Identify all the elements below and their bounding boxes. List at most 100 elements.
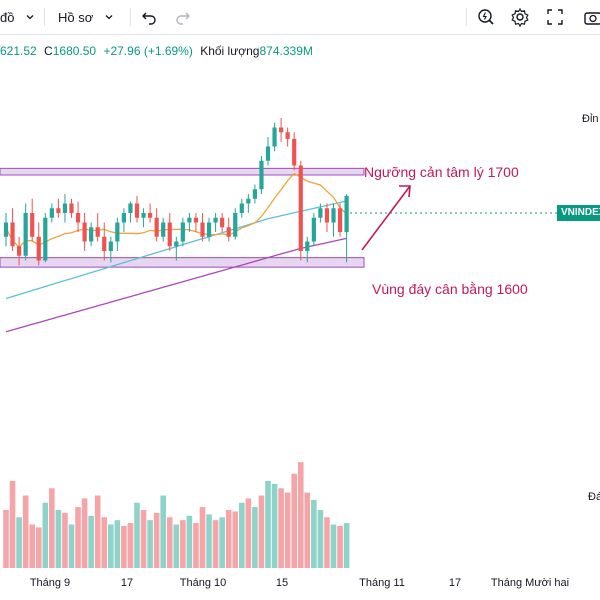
volume-bar — [134, 502, 140, 568]
candle-body — [220, 217, 225, 228]
volume-bar — [127, 523, 134, 568]
candle-body — [95, 227, 100, 237]
volume-bar — [225, 510, 232, 568]
candle-body — [259, 160, 264, 190]
camera-icon — [584, 12, 600, 25]
candle-body — [206, 222, 212, 237]
settings-button[interactable] — [510, 5, 530, 29]
volume-bar — [291, 473, 297, 568]
candle-body — [17, 246, 22, 256]
volume-bar — [88, 515, 94, 568]
volume-bar — [55, 510, 62, 568]
candle-body — [187, 217, 192, 223]
volume-bar — [75, 507, 81, 568]
candle-body — [82, 222, 87, 242]
volume-value: 874.339M — [259, 44, 313, 58]
candle-body — [49, 208, 54, 218]
volume-bar — [22, 495, 29, 568]
candle-body — [3, 222, 9, 237]
volume-bar — [16, 517, 22, 568]
candle-body — [102, 236, 107, 251]
quick-search-button[interactable] — [476, 5, 496, 29]
candles — [3, 118, 349, 266]
redo-icon — [176, 12, 190, 25]
volume-axis-label: Đá — [588, 491, 600, 503]
redo-button[interactable] — [174, 5, 192, 29]
candle-body — [30, 213, 35, 237]
resistance-annotation: Ngưỡng cản tâm lý 1700 — [364, 164, 519, 180]
volume-bar — [343, 523, 350, 568]
volume-bar — [193, 523, 199, 568]
candle-body — [200, 222, 205, 237]
candle-body — [154, 217, 159, 237]
volume-bar — [304, 492, 311, 568]
x-tick-label: 17 — [120, 577, 134, 589]
volume-bar — [35, 527, 42, 568]
candle-body — [75, 213, 81, 223]
volume-bar — [271, 483, 278, 568]
volume-bar — [186, 515, 193, 568]
arrow-head-icon — [399, 185, 411, 198]
volume-bar — [265, 481, 271, 568]
search-lightning-icon — [478, 9, 494, 25]
candle-body — [121, 213, 126, 223]
volume-bar — [101, 517, 108, 568]
volume-bar — [147, 520, 153, 568]
chart-type-button[interactable]: đồ — [0, 5, 36, 29]
volume-bar — [278, 488, 284, 568]
chart-type-label: đồ — [0, 9, 15, 25]
candle-body — [108, 241, 113, 251]
close-label: C — [44, 44, 53, 58]
candle-body — [43, 217, 48, 261]
price-axis-peak-label: Đỉn — [582, 113, 599, 125]
undo-button[interactable] — [140, 5, 158, 29]
fullscreen-button[interactable] — [546, 5, 564, 29]
volume-bar — [297, 462, 304, 568]
profile-button[interactable]: Hồ sơ — [58, 5, 115, 29]
volume-bar — [108, 524, 114, 568]
resistance-zone — [0, 167, 365, 176]
ticker-price-tag: VNINDEX — [557, 205, 600, 221]
volume-bar — [232, 511, 239, 568]
volume-label: Khối lượng — [200, 44, 260, 58]
candle-body — [265, 146, 271, 161]
volume-bar — [42, 502, 49, 568]
candle-body — [134, 203, 140, 218]
volume-bar — [206, 514, 212, 568]
volume-bar — [166, 517, 173, 568]
toolbar-divider — [466, 8, 467, 26]
candle-body — [213, 217, 218, 223]
volume-bar — [62, 512, 68, 568]
volume-bar — [252, 507, 258, 568]
candle-body — [233, 213, 238, 237]
candle-body — [23, 213, 28, 256]
up-arrow-annotation — [361, 185, 411, 251]
chevron-down-icon — [27, 15, 34, 20]
volume-bar — [199, 507, 206, 568]
volume-bar — [173, 524, 180, 568]
volume-bar — [245, 498, 252, 568]
close-value: 1680.50 — [52, 44, 97, 58]
candle-body — [318, 208, 323, 218]
volume-bar — [337, 525, 343, 568]
snapshot-button[interactable] — [584, 5, 600, 29]
x-tick-label: Tháng 11 — [359, 577, 405, 589]
volume-bars — [3, 462, 350, 568]
volume-bar — [121, 525, 127, 568]
candle-body — [331, 208, 336, 223]
candle-body — [239, 203, 244, 213]
x-tick-label: 15 — [275, 577, 289, 589]
volume-bar — [94, 495, 101, 568]
toolbar-divider — [44, 8, 45, 26]
top-toolbar: đồ Hồ sơ — [0, 0, 600, 35]
candle-body — [246, 198, 251, 204]
candle-body — [305, 241, 310, 251]
ohlc-legend: 621.52 C1680.50 +27.96 (+1.69%) Khối lượ… — [0, 44, 313, 58]
support-annotation: Vùng đáy cân bằng 1600 — [372, 281, 528, 297]
prev-value: 621.52 — [0, 44, 37, 58]
volume-bar — [49, 488, 55, 568]
candle-body — [337, 208, 343, 232]
candle-body — [115, 222, 120, 242]
gear-icon — [511, 7, 529, 27]
